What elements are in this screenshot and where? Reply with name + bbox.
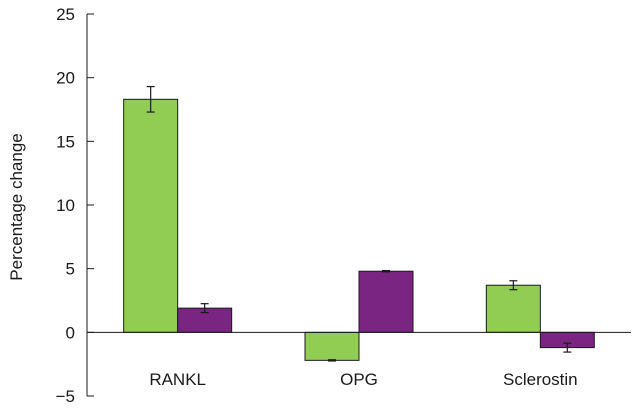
error-bar bbox=[200, 303, 209, 314]
y-tick-label: −5 bbox=[56, 387, 75, 406]
x-tick-label-sclerostin: Sclerostin bbox=[503, 370, 578, 389]
error-bar bbox=[563, 342, 572, 353]
error-bar bbox=[382, 269, 390, 273]
y-axis: −5 0 5 10 15 20 25 bbox=[56, 5, 94, 406]
y-tick-label: 10 bbox=[56, 196, 75, 215]
bars bbox=[123, 85, 595, 362]
error-bar bbox=[146, 85, 155, 113]
y-tick-label: 25 bbox=[56, 5, 75, 24]
y-tick-label: 20 bbox=[56, 69, 75, 88]
y-tick-label: 0 bbox=[66, 323, 75, 342]
y-axis-label: Percentage change bbox=[7, 133, 26, 280]
y-tick-label: 15 bbox=[56, 132, 75, 151]
bar-opg-series-1 bbox=[304, 331, 360, 361]
bar-sclerostin-series-1 bbox=[485, 284, 541, 333]
error-bar bbox=[328, 359, 336, 362]
x-axis: RANKL OPG Sclerostin bbox=[87, 331, 631, 389]
x-tick-label-opg: OPG bbox=[340, 370, 378, 389]
y-tick-label: 5 bbox=[66, 260, 75, 279]
bar-opg-series-2 bbox=[358, 270, 414, 333]
error-bar bbox=[509, 280, 518, 291]
bar-rankl-series-1 bbox=[123, 98, 179, 333]
x-tick-label-rankl: RANKL bbox=[149, 370, 206, 389]
